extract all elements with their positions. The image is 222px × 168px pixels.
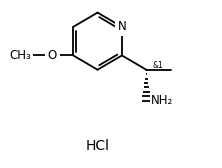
Text: O: O [48,49,57,62]
Text: HCl: HCl [85,139,110,153]
Text: &1: &1 [152,61,163,70]
Text: NH₂: NH₂ [151,94,173,107]
Text: N: N [117,20,126,33]
Text: CH₃: CH₃ [10,49,31,62]
